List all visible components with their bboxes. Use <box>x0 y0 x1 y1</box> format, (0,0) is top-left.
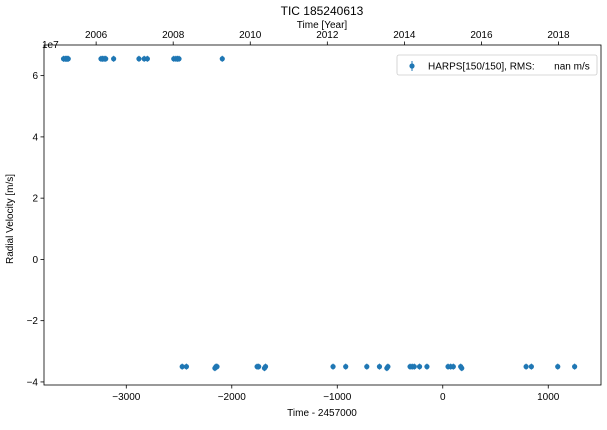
legend: HARPS[150/150], RMS: nan m/s <box>396 54 598 76</box>
data-point <box>572 364 578 370</box>
top-tick-label: 2014 <box>393 30 416 41</box>
x-tick-label: −1000 <box>323 392 352 403</box>
data-point <box>179 364 185 370</box>
legend-marker-point <box>409 63 415 69</box>
data-point <box>176 56 182 62</box>
data-point <box>555 364 561 370</box>
top-tick-label: 2018 <box>547 30 570 41</box>
data-point <box>65 56 71 62</box>
top-tick-label: 2008 <box>162 30 185 41</box>
y-tick-label: −4 <box>27 377 39 388</box>
x-tick-label: −3000 <box>112 392 141 403</box>
top-tick-label: 2012 <box>316 30 339 41</box>
legend-label: HARPS[150/150], RMS: nan m/s <box>428 62 590 73</box>
data-point <box>111 56 117 62</box>
top-tick-label: 2010 <box>239 30 262 41</box>
y-tick-label: 6 <box>32 71 38 82</box>
y-offset-text: 1e7 <box>42 40 59 51</box>
x-axis-label: Time - 2457000 <box>287 408 357 419</box>
legend-box <box>396 54 598 76</box>
data-point <box>144 56 150 62</box>
data-point <box>385 364 391 370</box>
data-point <box>523 364 529 370</box>
data-point <box>103 56 109 62</box>
chart-title: TIC 185240613 <box>281 4 364 18</box>
data-point <box>416 364 423 370</box>
data-point <box>330 364 336 370</box>
data-point <box>183 364 190 370</box>
data-point <box>376 364 383 370</box>
x-tick-label: 1000 <box>537 392 560 403</box>
data-point <box>424 364 430 370</box>
top-tick-label: 2006 <box>85 30 108 41</box>
data-point <box>411 364 417 370</box>
plot-frame <box>43 44 602 386</box>
y-tick-label: −2 <box>27 316 39 327</box>
data-point <box>136 56 142 62</box>
top-tick-label: 2016 <box>470 30 493 41</box>
data-point <box>219 56 225 62</box>
data-point <box>343 364 349 370</box>
data-point <box>364 364 370 370</box>
data-point <box>262 364 269 370</box>
data-point <box>528 364 534 370</box>
data-point <box>459 365 465 371</box>
plot-marks: −3000 −2000 −1000 0 1000 −4 −2 0 2 4 6 2006 2008 2010… <box>27 30 578 403</box>
x-tick-label: 0 <box>440 392 446 403</box>
data-point <box>256 364 262 370</box>
data-point <box>450 364 456 370</box>
x-tick-label: −2000 <box>218 392 247 403</box>
y-tick-label: 0 <box>32 255 38 266</box>
y-tick-label: 4 <box>32 132 38 143</box>
data-point <box>214 364 220 370</box>
y-axis-label: Radial Velocity [m/s] <box>5 174 16 264</box>
y-tick-label: 2 <box>32 194 38 205</box>
top-axis-label: Time [Year] <box>297 20 348 31</box>
